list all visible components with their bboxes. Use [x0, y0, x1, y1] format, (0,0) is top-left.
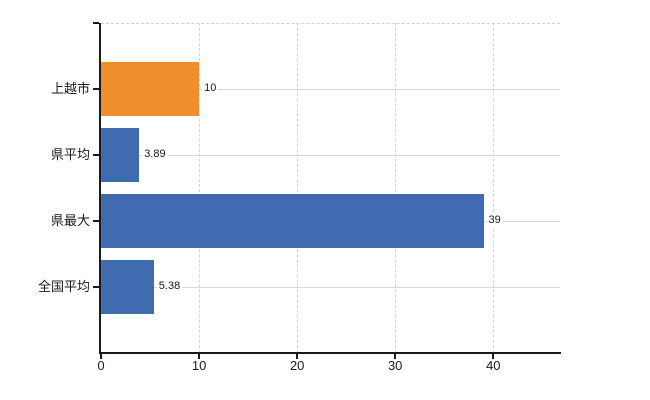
x-axis-tick [100, 354, 102, 359]
y-axis-tick [93, 286, 99, 288]
category-gridline [101, 154, 560, 156]
bar-value-label: 3.89 [142, 147, 168, 162]
category-label: 県最大 [50, 213, 90, 228]
x-gridline [297, 23, 299, 353]
x-tick-label: 40 [486, 358, 501, 373]
category-gridline [101, 88, 560, 90]
y-axis-tick [93, 88, 99, 90]
category-label: 全国平均 [37, 279, 90, 294]
x-axis-tick [296, 354, 299, 359]
x-tick-label: 10 [191, 358, 207, 373]
y-axis-line [99, 23, 101, 354]
x-gridline [199, 23, 201, 353]
bar [101, 128, 140, 182]
x-axis-line [99, 352, 561, 354]
x-tick-label: 30 [387, 358, 403, 373]
bar [101, 260, 154, 314]
x-axis-tick [394, 354, 397, 359]
x-axis-tick [198, 354, 201, 359]
y-axis-tick [93, 220, 99, 222]
category-label: 上越市 [50, 81, 90, 96]
bar [101, 194, 484, 248]
y-axis-tick [93, 154, 99, 156]
x-tick-label: 20 [289, 358, 305, 373]
bar-value-label: 10 [202, 81, 219, 96]
category-label: 県平均 [50, 147, 90, 162]
bar-value-label: 5.38 [156, 279, 183, 294]
x-gridline [493, 23, 495, 353]
x-axis-tick [492, 354, 495, 359]
x-gridline [395, 23, 397, 353]
y-axis-top-cap-tick [93, 22, 99, 24]
bar [101, 62, 200, 116]
plot-top-border [101, 23, 560, 24]
bar-value-label: 39 [486, 213, 503, 228]
x-tick-label: 0 [97, 358, 105, 373]
category-gridline [101, 286, 560, 288]
